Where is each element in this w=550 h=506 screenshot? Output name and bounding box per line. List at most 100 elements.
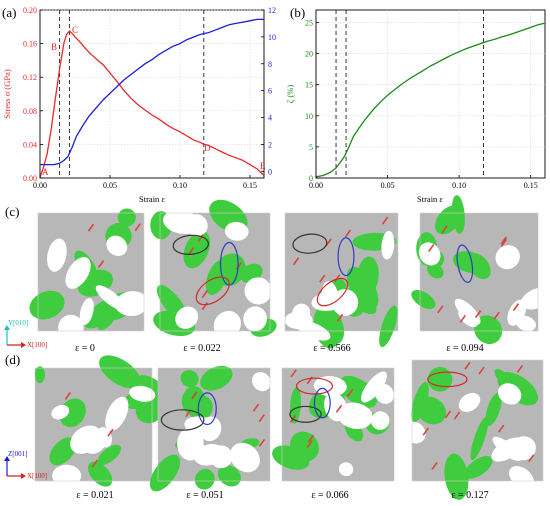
pore-region — [229, 442, 260, 473]
pore-region — [313, 376, 347, 397]
pore-region — [95, 285, 126, 311]
twin-boundary-stripe — [336, 313, 344, 322]
crystal-phase-region — [464, 455, 493, 479]
annotation-e: E — [260, 161, 266, 171]
pore-region — [105, 396, 129, 432]
y-tick-label: 25 — [305, 18, 313, 27]
snapshot-border — [411, 359, 544, 482]
axis-label-x100-d: X[100] — [27, 472, 47, 480]
twin-boundary-stripe — [335, 404, 343, 413]
twin-boundary-stripe — [512, 303, 520, 312]
y-tick-label: 0 — [309, 174, 313, 183]
twin-boundary-stripe — [493, 311, 500, 320]
snapshot-border — [159, 212, 271, 332]
crystal-phase-region — [444, 453, 469, 500]
x-tick-label: 0.15 — [524, 181, 538, 190]
pore-region — [47, 238, 67, 272]
crystal-phase-region — [188, 395, 213, 421]
x-tick-label: 0.10 — [173, 181, 187, 190]
panel-label-b: (b) — [290, 5, 305, 20]
x-axis-label-b: Strain ε — [417, 194, 443, 204]
series-line-stress — [39, 30, 265, 178]
pore-region — [509, 466, 534, 489]
twin-boundary-stripe — [64, 392, 72, 400]
snapshot-row-c — [29, 195, 550, 349]
twin-boundary-stripe — [516, 364, 524, 373]
caption-d4: ε = 0.127 — [451, 490, 488, 501]
atomistic-snapshot — [29, 208, 149, 341]
x-tick-label: 0.00 — [309, 181, 323, 190]
highlight-ellipse — [313, 387, 331, 419]
snapshot-row-d — [34, 355, 544, 500]
grid-a — [40, 9, 264, 178]
y-ticks-b: 0 5 10 15 20 25 — [305, 18, 319, 183]
twin-boundary-stripe — [134, 223, 141, 232]
crystal-phase-region — [97, 444, 122, 466]
y2-tick-label: 12 — [268, 6, 276, 15]
crystal-phase-region — [357, 256, 379, 295]
axis-label-x100-c: X[100] — [27, 341, 47, 349]
pore-region — [458, 392, 481, 412]
twin-boundary-stripe — [258, 438, 266, 447]
highlight-ellipse — [289, 405, 322, 423]
crystal-phase-region — [474, 315, 503, 345]
annotation-b: B — [51, 42, 57, 52]
atomistic-snapshot — [34, 355, 167, 487]
highlight-ellipse — [316, 277, 349, 307]
x-tick-label: 0.15 — [243, 181, 257, 190]
twin-boundary-stripe — [431, 461, 438, 470]
pore-region — [243, 306, 267, 332]
atomistic-snapshot — [150, 199, 277, 339]
pore-region — [224, 221, 249, 241]
highlight-ellipse — [427, 371, 468, 388]
pore-region — [495, 245, 520, 270]
highlight-ellipse — [456, 244, 474, 283]
pore-region — [244, 277, 272, 305]
pore-region — [65, 257, 91, 289]
pore-region — [520, 287, 550, 310]
axis-label-z001: Z[001] — [8, 450, 27, 458]
x-tick-label: 0.05 — [103, 181, 117, 190]
y-tick-label: 0.04 — [23, 140, 37, 149]
crystal-phase-region — [87, 461, 113, 487]
pore-region — [403, 421, 426, 444]
pore-region — [370, 411, 390, 430]
highlight-ellipse — [160, 409, 205, 431]
y-arrow-head — [4, 325, 10, 330]
series-line-ratio — [40, 18, 264, 166]
y2-tick-label: 8 — [268, 60, 272, 69]
twin-boundary-stripe — [97, 260, 105, 269]
annotation-d: D — [204, 143, 211, 153]
highlight-ellipse — [337, 237, 355, 277]
twin-boundary-stripe — [474, 310, 482, 319]
highlight-ellipse — [172, 234, 209, 255]
pore-region — [418, 242, 441, 266]
crystal-phase-region — [434, 205, 463, 235]
crystal-phase-region — [290, 387, 301, 424]
chart-panel-b: (b) 0.00 0.05 0.10 0.15 0 5 10 15 20 25 Strain ε… — [285, 5, 546, 204]
crystal-phase-region — [411, 381, 429, 423]
pore-region — [251, 371, 271, 392]
twin-boundary-stripe — [346, 388, 354, 397]
twin-boundary-stripe — [459, 314, 466, 323]
annotation-c: C — [72, 25, 78, 35]
caption-d2: ε = 0.051 — [186, 490, 223, 501]
twin-boundary-stripe — [344, 229, 352, 238]
twin-boundary-stripe — [381, 216, 389, 225]
y2-tick-label: 4 — [268, 114, 272, 123]
series-line-zeta — [315, 22, 546, 178]
crystal-phase-region — [411, 289, 436, 310]
crystal-phase-region — [200, 365, 233, 391]
crystal-phase-region — [194, 469, 215, 490]
pore-region — [185, 214, 208, 237]
twin-boundary-stripe — [252, 403, 260, 412]
z-arrow-head — [4, 456, 10, 461]
pore-region — [337, 402, 373, 430]
crystal-phase-region — [427, 367, 453, 392]
crystal-phase-region — [59, 398, 86, 428]
atomistic-snapshot — [411, 195, 550, 345]
twin-boundary-stripe — [197, 233, 204, 242]
snapshot-border — [37, 212, 145, 332]
y-tick-label: 0.20 — [23, 6, 37, 15]
x-arrow-head — [21, 342, 26, 348]
